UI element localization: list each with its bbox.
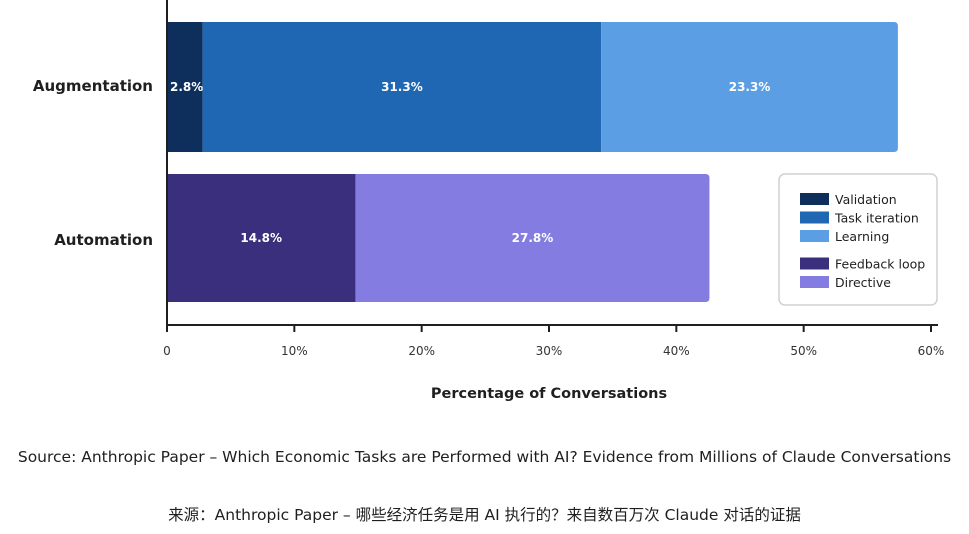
category-label-augmentation: Augmentation xyxy=(33,77,153,95)
category-labels: Augmentation Automation xyxy=(33,77,153,249)
category-label-automation: Automation xyxy=(54,231,153,249)
x-tick-label: 20% xyxy=(408,344,435,358)
legend-label-directive: Directive xyxy=(835,275,891,290)
legend-swatch-task-iteration xyxy=(800,211,829,224)
x-tick-label: 40% xyxy=(663,344,690,358)
bar-label-task-iteration: 31.3% xyxy=(381,80,423,94)
legend-label-learning: Learning xyxy=(835,229,889,244)
x-tick-label: 0 xyxy=(163,344,171,358)
bar-learning xyxy=(601,22,898,152)
legend-swatch-directive xyxy=(800,276,829,288)
source-caption-chinese: 来源：Anthropic Paper – 哪些经济任务是用 AI 执行的？来自数… xyxy=(168,506,801,524)
bar-label-directive: 27.8% xyxy=(512,231,554,245)
legend-box xyxy=(778,173,938,306)
legend-label-feedback-loop: Feedback loop xyxy=(835,257,925,272)
legend-label-task-iteration: Task iteration xyxy=(834,211,919,226)
legend-swatch-feedback-loop xyxy=(800,257,829,270)
x-tick-label: 50% xyxy=(790,344,817,358)
bar-label-learning: 23.3% xyxy=(729,80,771,94)
bar-feedback-loop xyxy=(167,174,356,302)
bars-group: 2.8% 31.3% 23.3% 14.8% 27.8% xyxy=(167,22,898,302)
x-tick-label: 10% xyxy=(281,344,308,358)
stacked-bar-chart: 2.8% 31.3% 23.3% 14.8% 27.8% Augmentation Aut… xyxy=(33,0,944,402)
x-tick-label: 30% xyxy=(536,344,563,358)
bar-label-validation: 2.8% xyxy=(170,80,203,94)
x-axis: 0 10% 20% 30% 40% 50% 60% xyxy=(163,0,944,358)
legend-label-validation: Validation xyxy=(835,192,897,207)
source-caption-english: Source: Anthropic Paper – Which Economic… xyxy=(17,448,952,466)
x-tick-label: 60% xyxy=(918,344,945,358)
bar-label-feedback-loop: 14.8% xyxy=(240,231,282,245)
bar-validation xyxy=(167,22,203,152)
legend: Validation Task iteration Learning Feedback… xyxy=(778,173,938,306)
bar-task-iteration xyxy=(202,22,602,152)
bar-directive xyxy=(355,174,710,302)
legend-swatch-validation xyxy=(800,193,829,205)
x-axis-title: Percentage of Conversations xyxy=(431,386,667,402)
legend-swatch-learning xyxy=(800,230,829,242)
